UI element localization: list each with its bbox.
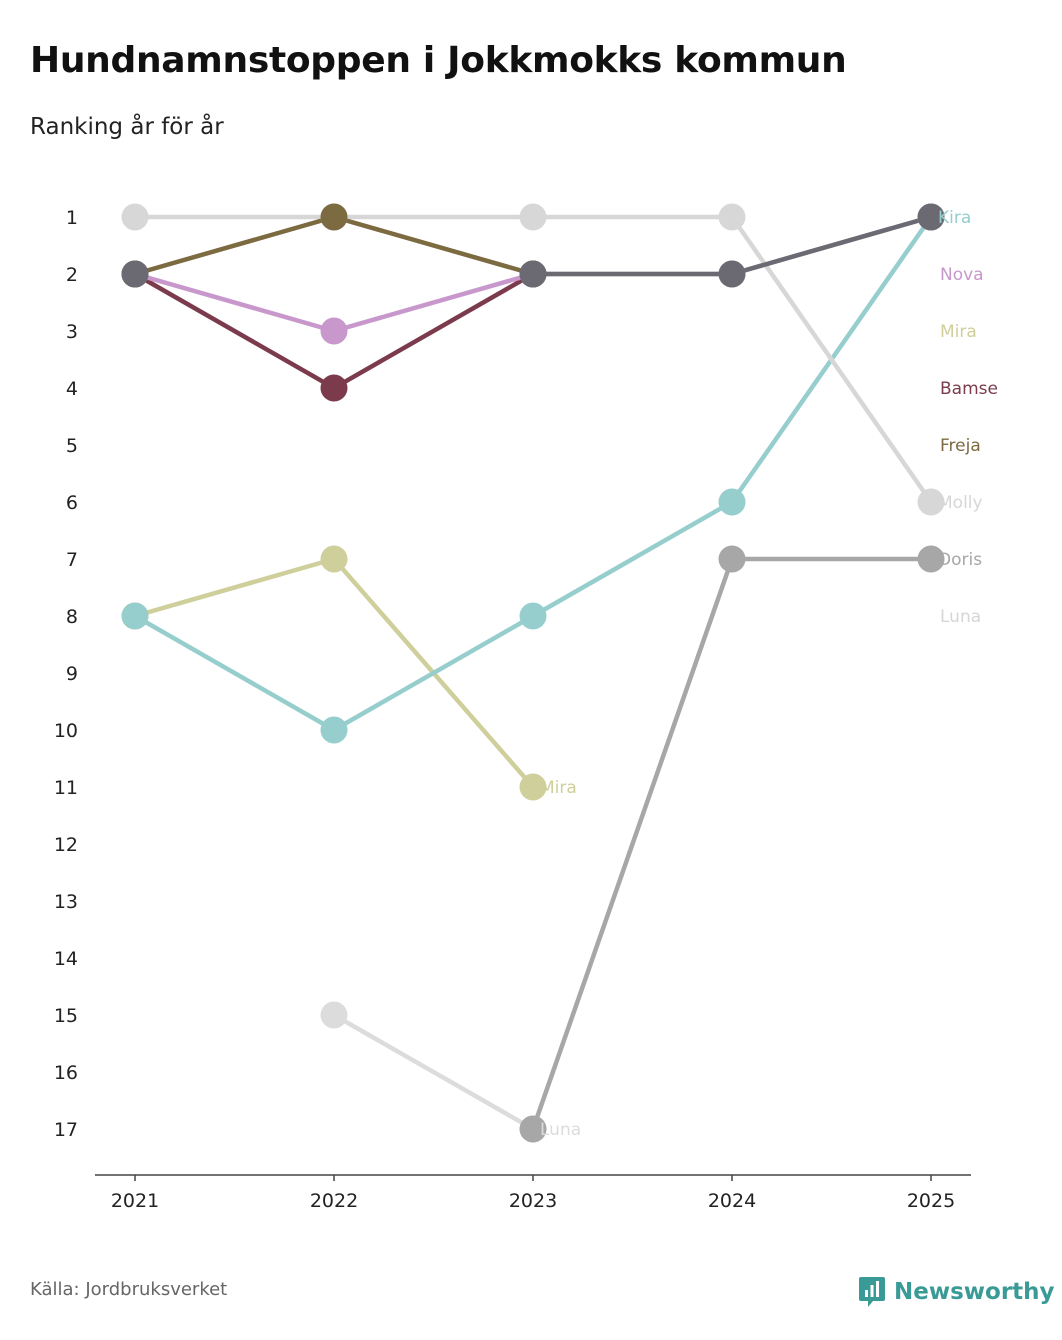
right-label-freja: Freja — [940, 436, 981, 456]
chart-title: Hundnamnstoppen i Jokkmokks kommun — [30, 40, 847, 81]
x-tick-label: 2025 — [907, 1190, 955, 1212]
point-kira-2021 — [121, 602, 149, 630]
point-top-2021 — [121, 260, 149, 288]
series-label-luna: Luna — [540, 1120, 581, 1140]
point-top-2025 — [917, 203, 945, 231]
point-kira-2023 — [519, 602, 547, 630]
point-kira-2022 — [320, 716, 348, 744]
y-tick-label: 11 — [54, 777, 78, 799]
y-tick-label: 1 — [66, 207, 78, 229]
point-top-2023 — [519, 260, 547, 288]
point-bamse-2022 — [320, 374, 348, 402]
y-tick-label: 12 — [54, 834, 78, 856]
point-freja-2022 — [320, 203, 348, 231]
series-label-mira: Mira — [540, 778, 577, 798]
x-tick-label: 2024 — [708, 1190, 756, 1212]
point-top-2024 — [718, 260, 746, 288]
series-labels: Luna Mira Kira Molly Doris Nova Mira Bamse Freja… — [540, 208, 998, 1140]
y-tick-label: 6 — [66, 492, 78, 514]
x-tick-label: 2021 — [111, 1190, 159, 1212]
point-kira-2024 — [718, 488, 746, 516]
y-tick-label: 2 — [66, 264, 78, 286]
y-tick-label: 13 — [54, 891, 78, 913]
point-molly-2025 — [917, 488, 945, 516]
point-doris-2025 — [917, 545, 945, 573]
point-molly-2024 — [718, 203, 746, 231]
y-tick-label: 5 — [66, 435, 78, 457]
x-axis: 2021 2022 2023 2024 2025 — [95, 1174, 971, 1212]
y-tick-label: 17 — [54, 1119, 78, 1141]
point-nova-2022 — [320, 317, 348, 345]
y-tick-label: 15 — [54, 1005, 78, 1027]
brand[interactable]: Newsworthy — [858, 1274, 1055, 1310]
chart-subtitle: Ranking år för år — [30, 114, 224, 140]
brand-name: Newsworthy — [894, 1279, 1055, 1305]
right-label-mira: Mira — [940, 322, 977, 342]
source-note: Källa: Jordbruksverket — [30, 1279, 228, 1300]
series-label-doris: Doris — [938, 550, 982, 570]
right-label-bamse: Bamse — [940, 379, 998, 399]
point-molly-2021 — [121, 203, 149, 231]
series-label-molly: Molly — [938, 493, 983, 513]
y-tick-label: 9 — [66, 663, 78, 685]
y-tick-label: 7 — [66, 549, 78, 571]
right-label-nova: Nova — [940, 265, 984, 285]
series-line-luna — [331, 1012, 536, 1132]
y-tick-label: 10 — [54, 720, 78, 742]
series-lines — [132, 214, 934, 1132]
y-tick-label: 16 — [54, 1062, 78, 1084]
x-tick-label: 2023 — [509, 1190, 557, 1212]
y-tick-label: 14 — [54, 948, 78, 970]
newsworthy-logo-icon — [859, 1277, 885, 1307]
point-doris-2023 — [519, 1115, 547, 1143]
right-label-luna: Luna — [940, 607, 981, 627]
series-line-doris — [530, 556, 934, 1132]
point-molly-2023 — [519, 203, 547, 231]
x-tick-label: 2022 — [310, 1190, 358, 1212]
y-tick-label: 4 — [66, 378, 78, 400]
series-label-kira: Kira — [938, 208, 971, 228]
y-tick-label: 3 — [66, 321, 78, 343]
series-line-mira — [132, 556, 536, 790]
series-line-molly — [132, 214, 934, 505]
series-points — [121, 203, 945, 1143]
series-line-kira — [132, 214, 934, 733]
point-mira-2023 — [519, 773, 547, 801]
point-doris-2024 — [718, 545, 746, 573]
y-tick-label: 8 — [66, 606, 78, 628]
point-luna-2022 — [320, 1001, 348, 1029]
point-mira-2022 — [320, 545, 348, 573]
